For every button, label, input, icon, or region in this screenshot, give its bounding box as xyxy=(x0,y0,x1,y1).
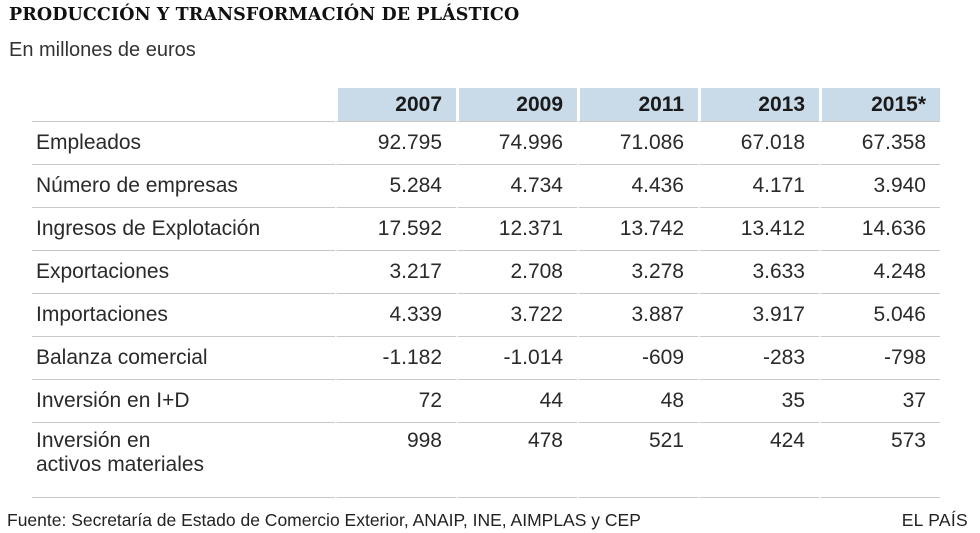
table-cell: 573 xyxy=(819,423,940,498)
table-row: Exportaciones 3.217 2.708 3.278 3.633 4.… xyxy=(32,251,940,294)
table-cell: 71.086 xyxy=(577,121,698,165)
row-label-line: Inversión en xyxy=(36,429,151,452)
table-cell: 3.940 xyxy=(819,165,940,208)
table-row: Número de empresas 5.284 4.734 4.436 4.1… xyxy=(32,165,940,208)
table-row: Balanza comercial -1.182 -1.014 -609 -28… xyxy=(32,337,940,380)
table-cell: 3.887 xyxy=(577,294,698,337)
table-cell: 521 xyxy=(577,423,698,498)
table-cell: 998 xyxy=(335,423,456,498)
chart-subtitle: En millones de euros xyxy=(9,39,196,61)
table-cell: 44 xyxy=(456,380,577,423)
table-cell: 35 xyxy=(698,380,819,423)
table-row: Importaciones 4.339 3.722 3.887 3.917 5.… xyxy=(32,294,940,337)
table-cell: 3.278 xyxy=(577,251,698,294)
table-cell: 478 xyxy=(456,423,577,498)
table-cell: 17.592 xyxy=(335,208,456,251)
row-label: Importaciones xyxy=(32,294,335,337)
row-label: Empleados xyxy=(32,121,335,165)
table-row: Inversión en activos materiales 998 478 … xyxy=(32,423,940,498)
row-label: Exportaciones xyxy=(32,251,335,294)
table-cell: 3.633 xyxy=(698,251,819,294)
column-header: 2013 xyxy=(698,88,819,121)
column-header: 2009 xyxy=(456,88,577,121)
data-table: 2007 2009 2011 2013 2015* Empleados 92.7… xyxy=(32,88,940,498)
table-cell: -1.182 xyxy=(335,337,456,380)
table-cell: 4.436 xyxy=(577,165,698,208)
table-cell: -283 xyxy=(698,337,819,380)
table-cell: 13.742 xyxy=(577,208,698,251)
table-cell: 72 xyxy=(335,380,456,423)
table-cell: 48 xyxy=(577,380,698,423)
row-label: Número de empresas xyxy=(32,165,335,208)
table-cell: 74.996 xyxy=(456,121,577,165)
source-note: Fuente: Secretaría de Estado de Comercio… xyxy=(7,510,641,530)
table-cell: 5.046 xyxy=(819,294,940,337)
header-row: 2007 2009 2011 2013 2015* xyxy=(32,88,940,121)
row-label: Ingresos de Explotación xyxy=(32,208,335,251)
row-label-line: activos materiales xyxy=(36,453,205,476)
table-cell: 3.217 xyxy=(335,251,456,294)
chart-title: PRODUCCIÓN Y TRANSFORMACIÓN DE PLÁSTICO xyxy=(9,5,520,25)
table-cell: 92.795 xyxy=(335,121,456,165)
table-cell: 13.412 xyxy=(698,208,819,251)
table-row: Empleados 92.795 74.996 71.086 67.018 67… xyxy=(32,121,940,165)
column-header: 2007 xyxy=(335,88,456,121)
row-label: Inversión en activos materiales xyxy=(32,423,335,498)
column-header: 2015* xyxy=(819,88,940,121)
table-cell: 12.371 xyxy=(456,208,577,251)
table-cell: 4.171 xyxy=(698,165,819,208)
table-cell: 3.722 xyxy=(456,294,577,337)
table-cell: -609 xyxy=(577,337,698,380)
column-header: 2011 xyxy=(577,88,698,121)
table-cell: 4.248 xyxy=(819,251,940,294)
header-corner xyxy=(32,88,335,121)
table-cell: 4.339 xyxy=(335,294,456,337)
brand-logo: EL PAÍS xyxy=(901,510,968,530)
table-cell: -798 xyxy=(819,337,940,380)
table-cell: 14.636 xyxy=(819,208,940,251)
table-cell: 5.284 xyxy=(335,165,456,208)
table-cell: 4.734 xyxy=(456,165,577,208)
row-label: Inversión en I+D xyxy=(32,380,335,423)
table-cell: 67.018 xyxy=(698,121,819,165)
table-cell: -1.014 xyxy=(456,337,577,380)
table-cell: 67.358 xyxy=(819,121,940,165)
table-cell: 2.708 xyxy=(456,251,577,294)
table-cell: 37 xyxy=(819,380,940,423)
table-row: Ingresos de Explotación 17.592 12.371 13… xyxy=(32,208,940,251)
table-row: Inversión en I+D 72 44 48 35 37 xyxy=(32,380,940,423)
row-label: Balanza comercial xyxy=(32,337,335,380)
table-cell: 3.917 xyxy=(698,294,819,337)
table-cell: 424 xyxy=(698,423,819,498)
